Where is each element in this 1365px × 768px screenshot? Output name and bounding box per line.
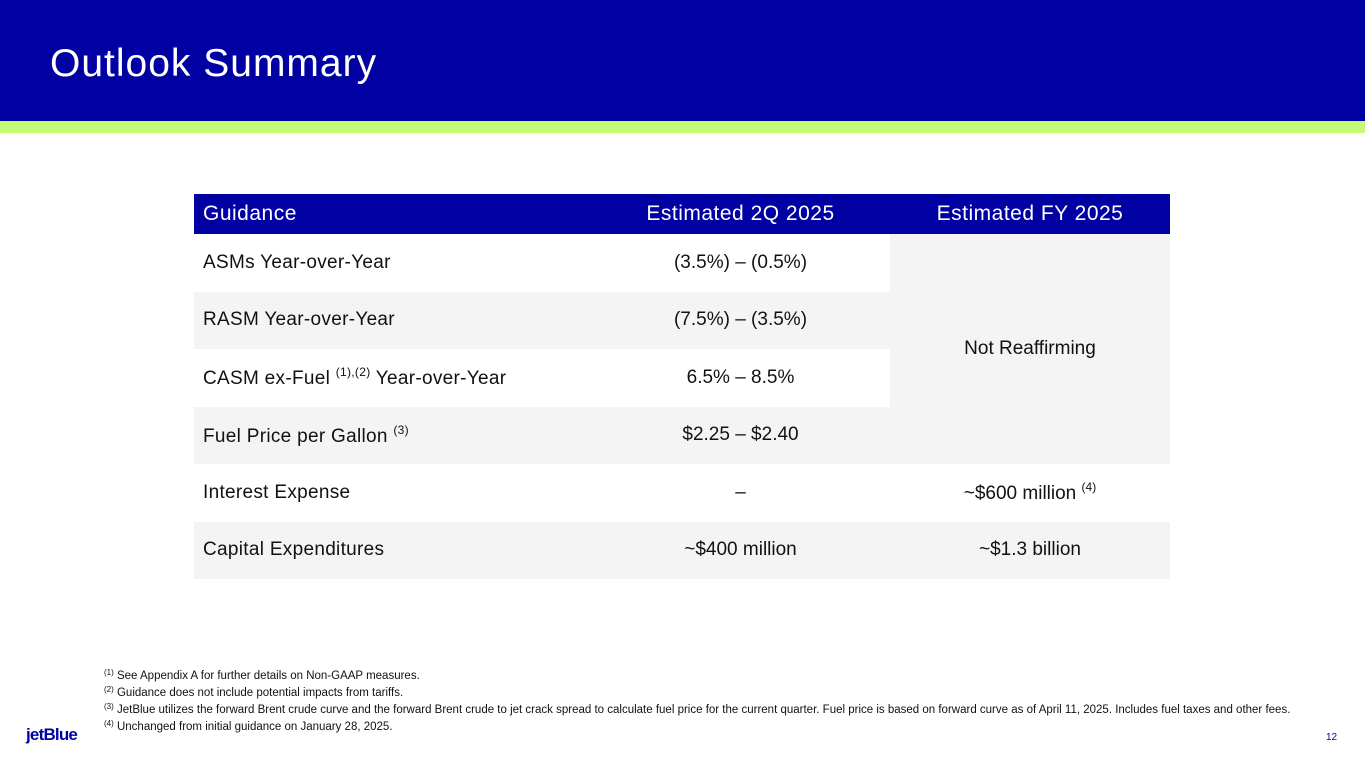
footnote: (2) Guidance does not include potential … <box>104 683 1324 700</box>
q2-value: 6.5% – 8.5% <box>686 366 795 388</box>
footnote-ref: (3) <box>393 422 409 437</box>
column-header: Estimated 2Q 2025 <box>591 194 890 234</box>
label-text: CASM ex-Fuel <box>203 368 336 390</box>
row-label: RASM Year-over-Year <box>194 291 591 349</box>
q2-value: ~$400 million <box>591 521 890 579</box>
table-row: Fuel Price per Gallon (3) $2.25 – $2.40 <box>194 406 1170 464</box>
table-row: RASM Year-over-Year (7.5%) – (3.5%) <box>194 291 1170 349</box>
footnote-marker: (2) <box>104 685 114 694</box>
row-label: Interest Expense <box>203 481 351 503</box>
label-text: Year-over-Year <box>370 368 507 390</box>
q2-value: $2.25 – $2.40 <box>591 406 890 464</box>
page-number: 12 <box>1326 732 1338 743</box>
footnote-text: JetBlue utilizes the forward Brent crude… <box>113 704 1291 716</box>
footnote-text: Unchanged from initial guidance on Janua… <box>113 721 393 733</box>
table-header-row: Guidance Estimated 2Q 2025 Estimated FY … <box>194 194 1170 234</box>
row-label: Capital Expenditures <box>194 521 591 579</box>
footnote: (1) See Appendix A for further details o… <box>104 666 1324 683</box>
footnote-text: See Appendix A for further details on No… <box>113 670 420 682</box>
footnote-marker: (1) <box>104 668 114 677</box>
label-text: RASM Year-over-Year <box>203 309 395 331</box>
footnote-ref: (1),(2) <box>335 365 371 380</box>
label-text: ASMs Year-over-Year <box>203 251 391 273</box>
column-header: Estimated FY 2025 <box>890 194 1170 234</box>
q2-value: – <box>735 481 746 503</box>
fy-merged-value: Not Reaffirming <box>890 234 1170 464</box>
row-label: Fuel Price per Gallon (3) <box>194 406 591 464</box>
footnote: (4) Unchanged from initial guidance on J… <box>104 717 1324 734</box>
footnote-ref: (4) <box>1081 480 1097 495</box>
footnote-marker: (3) <box>104 702 114 711</box>
row-label: CASM ex-Fuel (1),(2) Year-over-Year <box>194 349 591 407</box>
row-label: ASMs Year-over-Year <box>194 234 591 292</box>
q2-value: (7.5%) – (3.5%) <box>591 291 890 349</box>
footnote: (3) JetBlue utilizes the forward Brent c… <box>104 700 1324 717</box>
table-row: Interest Expense – ~$600 million (4) <box>194 464 1170 522</box>
title-bar: Outlook Summary <box>0 0 1365 121</box>
footnotes: (1) See Appendix A for further details o… <box>104 666 1324 734</box>
page-title: Outlook Summary <box>50 42 378 85</box>
q2-value: (3.5%) – (0.5%) <box>673 251 808 273</box>
fy-value: ~$600 million (4) <box>890 464 1170 522</box>
column-header: Guidance <box>194 194 591 234</box>
fy-value: ~$1.3 billion <box>890 521 1170 579</box>
table-row: Capital Expenditures ~$400 million ~$1.3… <box>194 521 1170 579</box>
label-text: Fuel Price per Gallon <box>203 425 394 447</box>
jetblue-logo: jetBlue <box>26 725 78 744</box>
fy-text: ~$600 million <box>963 483 1082 505</box>
footnote-marker: (4) <box>104 719 114 728</box>
accent-stripe <box>0 121 1365 133</box>
table-row: ASMs Year-over-Year (3.5%) – (0.5%) Not … <box>194 234 1170 464</box>
footnote-text: Guidance does not include potential impa… <box>113 687 404 699</box>
guidance-table: Guidance Estimated 2Q 2025 Estimated FY … <box>194 194 1170 579</box>
table-row: CASM ex-Fuel (1),(2) Year-over-Year 6.5%… <box>194 349 1170 407</box>
